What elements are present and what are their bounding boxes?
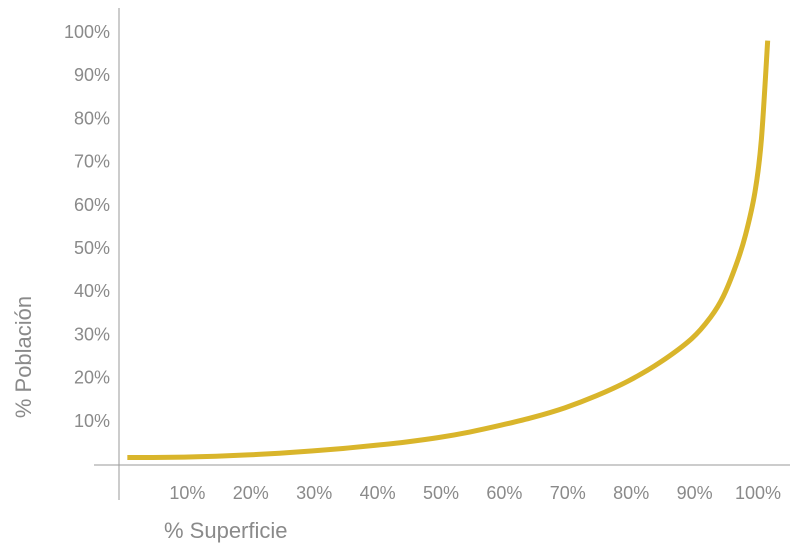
y-tick-label: 100% [64, 22, 110, 42]
y-tick-label: 80% [74, 108, 110, 128]
y-tick-label: 30% [74, 324, 110, 344]
x-tick-label: 50% [423, 483, 459, 503]
x-tick-label: 30% [296, 483, 332, 503]
y-tick-label: 20% [74, 368, 110, 388]
x-tick-label: 70% [550, 483, 586, 503]
y-tick-label: 50% [74, 238, 110, 258]
x-tick-label: 60% [486, 483, 522, 503]
y-tick-label: 60% [74, 195, 110, 215]
y-axis-tick-labels: 10% 20% 30% 40% 50% 60% 70% 80% 90% 100% [64, 22, 110, 431]
y-tick-label: 40% [74, 281, 110, 301]
y-tick-label: 70% [74, 152, 110, 172]
y-tick-label: 10% [74, 411, 110, 431]
x-tick-label: 40% [360, 483, 396, 503]
x-tick-label: 100% [735, 483, 781, 503]
x-axis-tick-labels: 10% 20% 30% 40% 50% 60% 70% 80% 90% 100% [169, 483, 781, 503]
x-axis-title: % Superficie [164, 518, 288, 543]
x-tick-label: 20% [233, 483, 269, 503]
series-line [127, 40, 771, 461]
x-tick-label: 10% [169, 483, 205, 503]
x-tick-label: 90% [677, 483, 713, 503]
y-tick-label: 90% [74, 65, 110, 85]
x-tick-label: 80% [613, 483, 649, 503]
y-axis-title: % Población [11, 296, 36, 418]
series-layer [127, 40, 771, 461]
axes [94, 8, 790, 500]
